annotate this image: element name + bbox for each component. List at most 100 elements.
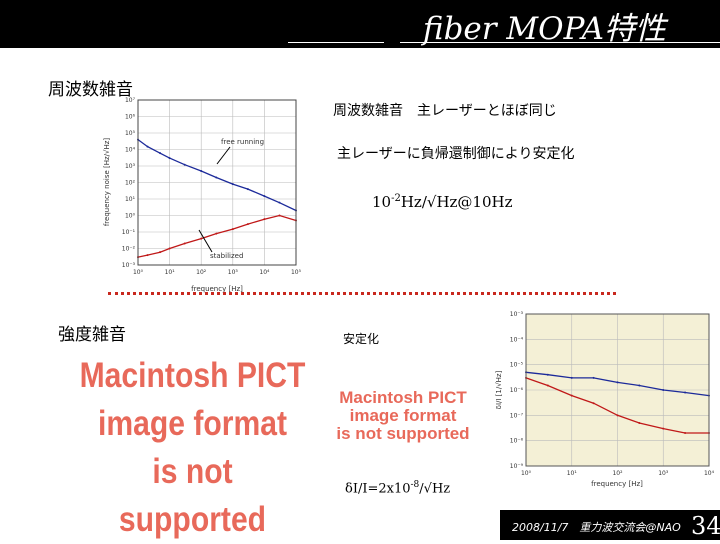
data-point [546, 384, 549, 387]
pict-line: Macintosh PICT [339, 388, 467, 407]
data-point [616, 381, 619, 384]
annotation-arrow-stabilized [198, 229, 213, 253]
separator-dotted [108, 292, 616, 295]
x-tick-label: 10¹ [567, 470, 578, 477]
slide-title: fiber MOPA特性 [422, 11, 666, 47]
x-tick-label: 10² [196, 269, 207, 276]
data-point [215, 232, 218, 235]
data-point [546, 373, 549, 376]
note-feedback: 主レーザーに負帰還制御により安定化 [337, 146, 575, 162]
data-point [183, 163, 186, 166]
note-freq-same: 周波数雑音 主レーザーとほぼ同じ [333, 103, 557, 119]
annotation-arrow-free [216, 146, 231, 165]
y-tick-label: 10¹ [125, 196, 136, 203]
y-tick-label: 10⁰ [125, 213, 136, 220]
pict-placeholder-small: Macintosh PICT image format is not suppo… [322, 389, 484, 443]
annotation-free-running: free running [221, 138, 264, 146]
data-point [146, 145, 149, 148]
y-tick-label: 10⁻¹ [122, 229, 136, 236]
value-int-prefix: δI/I=2x10 [345, 481, 411, 497]
value-freq-unit: Hz/√Hz@10Hz [400, 193, 513, 211]
data-point [278, 214, 281, 217]
section-frequency-noise: 周波数雑音 [48, 80, 133, 100]
data-point [684, 391, 687, 394]
frequency-noise-chart: 10⁰ 10¹ 10² 10³ 10⁴ 10⁵ 10⁷ 10⁶ 10⁵ 10⁴ 10³ 10² 10¹ 1… [103, 97, 302, 293]
data-point [200, 237, 203, 240]
data-point [159, 251, 162, 254]
x-tick-label: 10⁰ [133, 269, 144, 276]
pict-line: is not supported [118, 452, 267, 539]
y-tick-label: 10⁻³ [122, 262, 136, 269]
y-tick-label: 10⁵ [125, 130, 136, 137]
pict-line: image format [97, 404, 288, 443]
data-point [638, 421, 641, 424]
plot-frame [525, 313, 710, 467]
data-point [159, 152, 162, 155]
y-tick-label: 10³ [125, 163, 136, 170]
value-int-unit: /√Hz [419, 481, 451, 497]
data-point [231, 183, 234, 186]
intensity-noise-chart: 10⁰ 10¹ 10² 10³ 10⁴ 10⁻³ 10⁻⁴ 10⁻⁵ 10⁻⁶ 10⁻⁷ 10⁻⁸ 1… [495, 311, 715, 488]
value-intensity-noise: δI/I=2x10-8/√Hz [345, 480, 450, 496]
data-point [168, 157, 171, 160]
data-point [246, 223, 249, 226]
x-tick-label: 10² [612, 470, 623, 477]
plot-frame [137, 99, 297, 266]
x-tick-label: 10⁴ [704, 470, 715, 477]
section-intensity-noise: 強度雑音 [58, 325, 126, 345]
data-point [638, 384, 641, 387]
y-axis-label: frequency noise [Hz/√Hz] [103, 138, 111, 227]
data-point [592, 402, 595, 405]
pict-line: image format [349, 406, 457, 425]
data-point [168, 247, 171, 250]
title-bar: fiber MOPA特性 [0, 0, 720, 48]
data-point [662, 427, 665, 430]
title-underline-left [288, 42, 384, 43]
data-point [183, 242, 186, 245]
x-tick-label: 10¹ [165, 269, 176, 276]
note-stabilized: 安定化 [343, 332, 380, 346]
data-point [263, 195, 266, 198]
value-frequency-noise: 10-2Hz/√Hz@10Hz [372, 193, 513, 211]
data-point [146, 254, 149, 257]
data-point [592, 376, 595, 379]
value-freq-exp: -2 [391, 193, 401, 204]
series-line-1 [137, 214, 297, 258]
x-tick-label: 10³ [658, 470, 669, 477]
data-point [616, 414, 619, 417]
y-tick-label: 10⁻⁶ [510, 387, 524, 394]
y-tick-label: 10⁻³ [510, 311, 524, 318]
x-axis-label: frequency [Hz] [591, 480, 643, 488]
series-line-0 [137, 139, 297, 212]
data-point [246, 188, 249, 191]
footer-date: 2008/11/7 重力波交流会@NAO [512, 521, 681, 534]
data-point [215, 176, 218, 179]
y-tick-label: 10⁶ [125, 114, 136, 121]
y-tick-label: 10⁻⁵ [510, 362, 524, 369]
value-freq-base: 10 [372, 193, 392, 211]
y-axis-label: δI/I [1/√Hz] [495, 370, 503, 409]
y-tick-label: 10⁻⁴ [510, 336, 524, 343]
annotation-stabilized: stabilized [210, 252, 243, 260]
x-tick-label: 10⁰ [521, 470, 532, 477]
footer-bar [500, 510, 720, 540]
y-tick-label: 10⁷ [125, 97, 136, 104]
data-point [200, 169, 203, 172]
x-tick-label: 10⁴ [259, 269, 270, 276]
y-tick-label: 10⁻⁷ [510, 412, 524, 419]
x-tick-label: 10³ [228, 269, 239, 276]
data-point [263, 218, 266, 221]
y-tick-label: 10⁻⁸ [510, 438, 524, 445]
pict-placeholder-large: Macintosh PICT image format is not suppo… [79, 352, 307, 544]
pict-line: Macintosh PICT [79, 356, 306, 395]
data-point [278, 201, 281, 204]
value-int-exp: -8 [410, 480, 420, 490]
y-tick-label: 10⁴ [125, 147, 136, 154]
y-tick-label: 10² [125, 180, 136, 187]
y-tick-label: 10⁻⁹ [510, 463, 524, 470]
x-axis-label: frequency [Hz] [191, 285, 243, 293]
data-point [684, 432, 687, 435]
pict-line: is not supported [336, 424, 470, 443]
title-underline-right [400, 42, 720, 43]
data-point [570, 394, 573, 397]
